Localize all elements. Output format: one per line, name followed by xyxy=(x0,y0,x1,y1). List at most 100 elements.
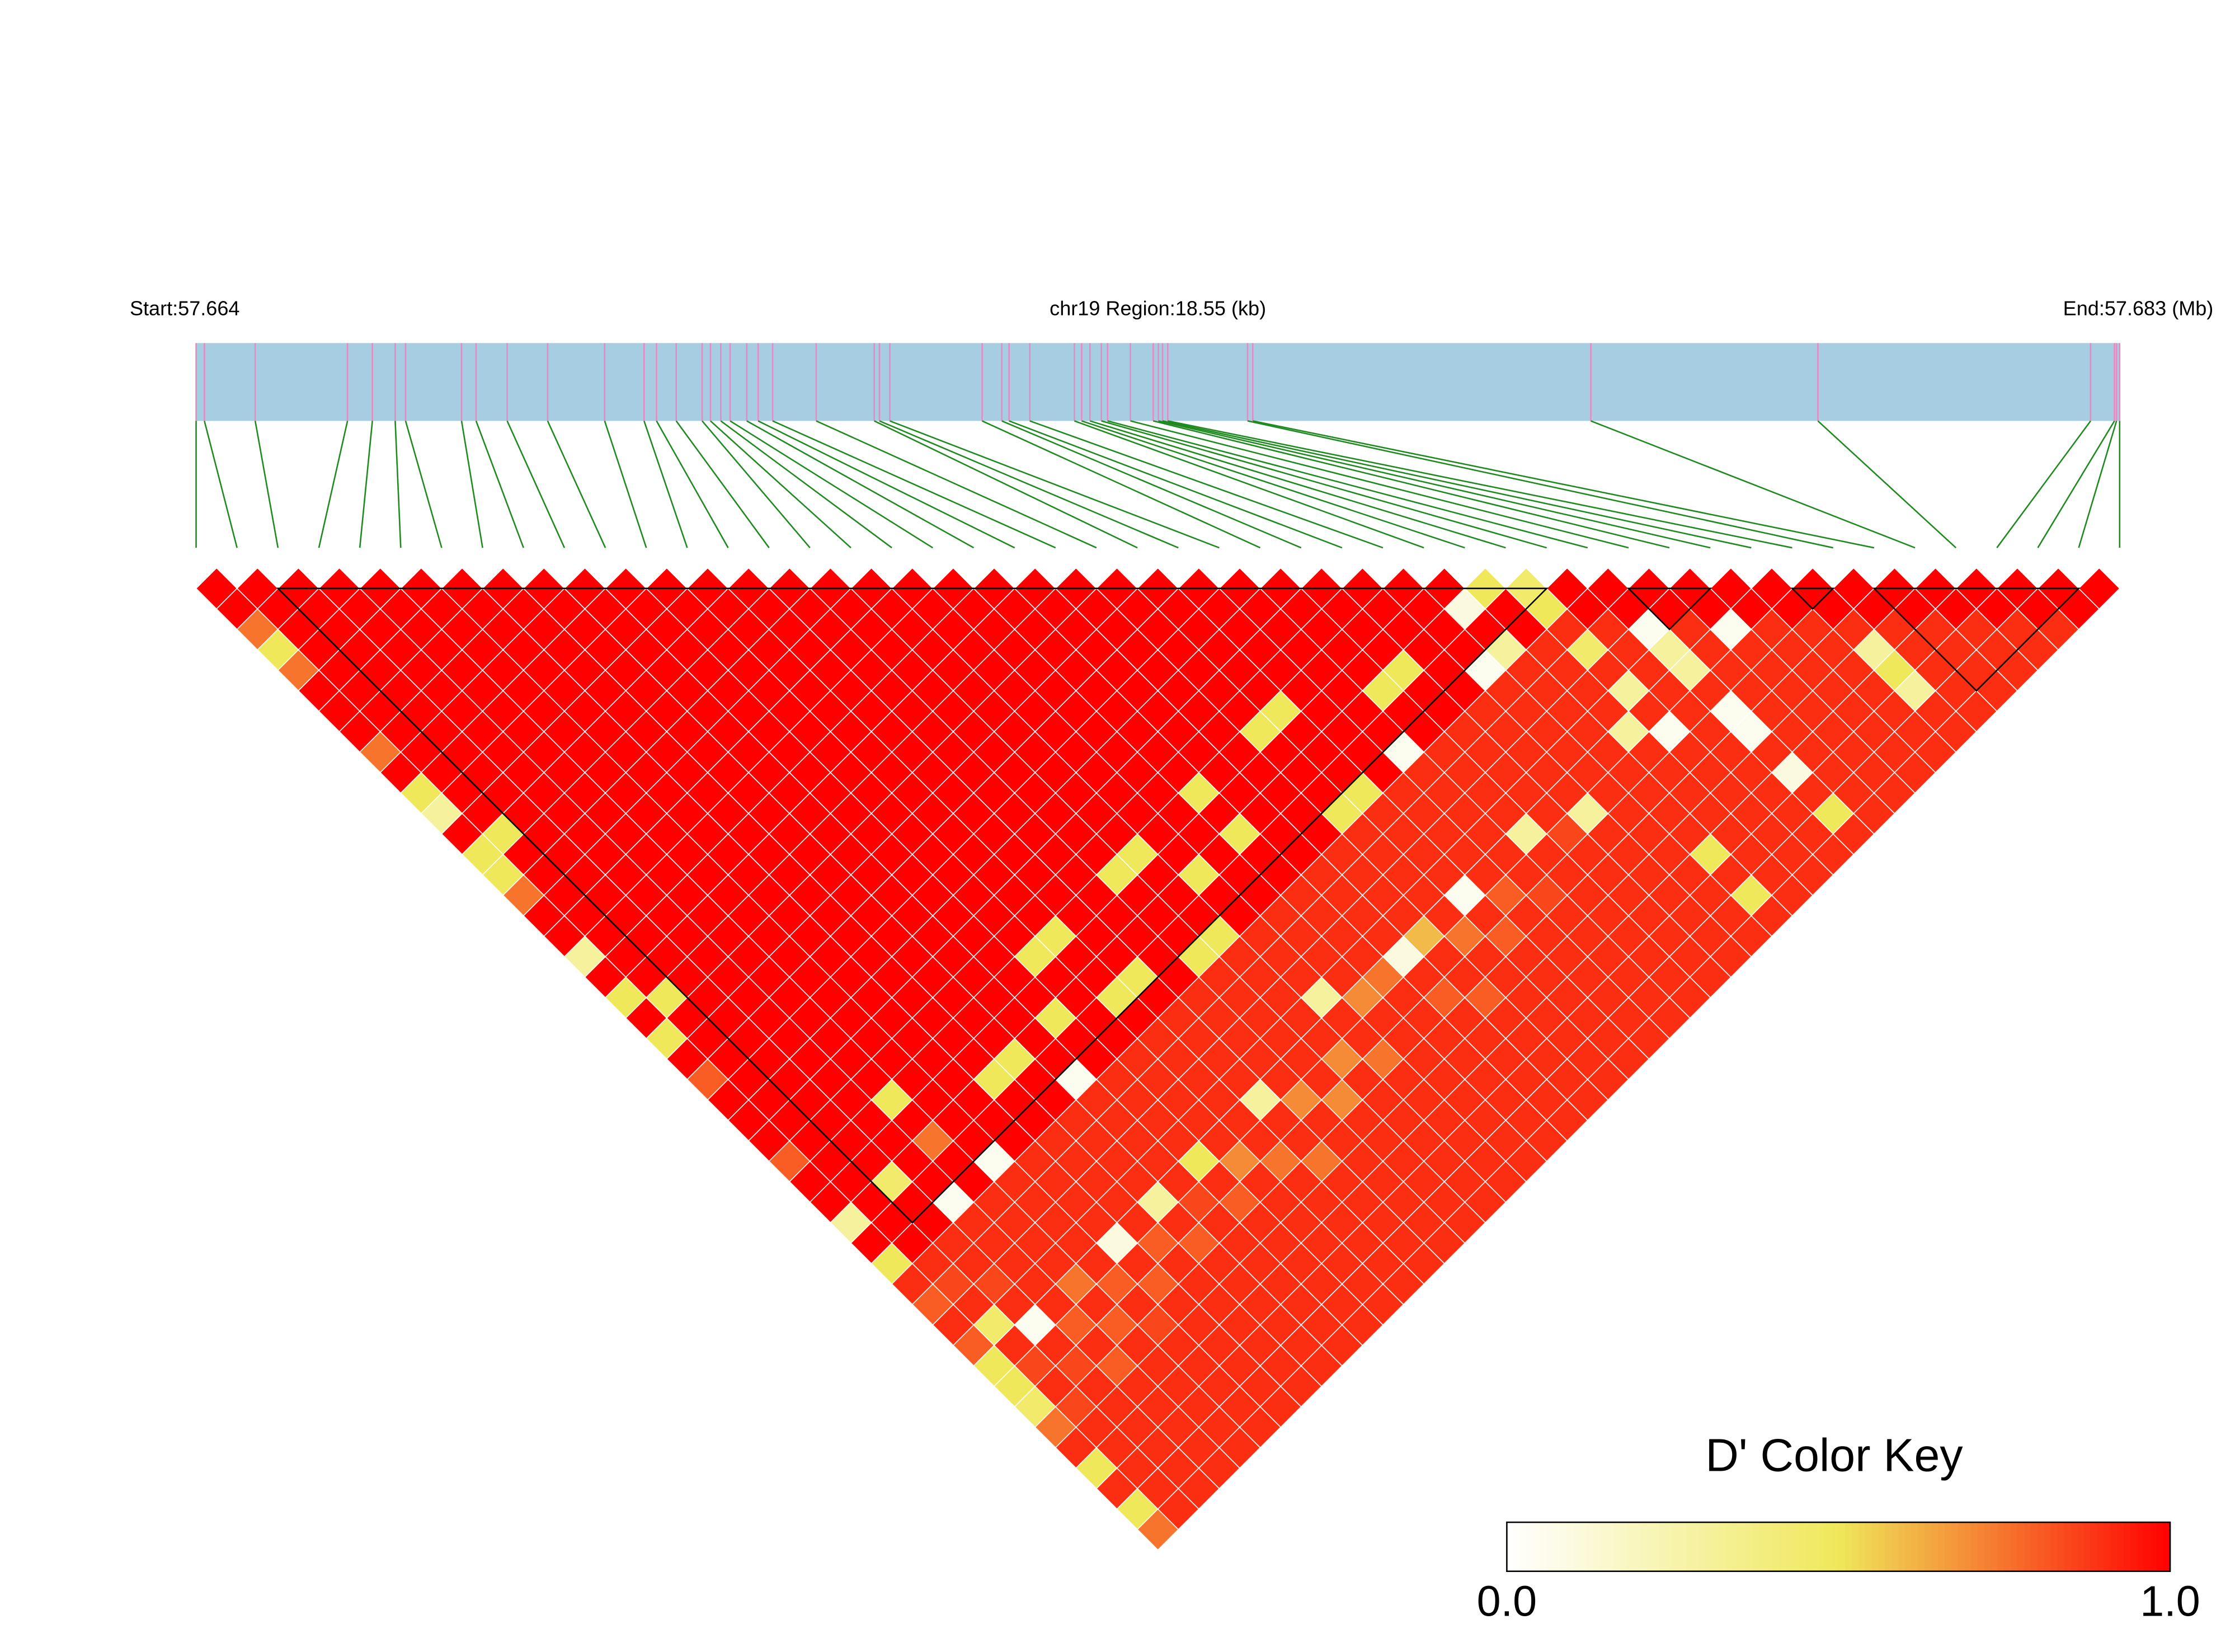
snp-link xyxy=(1996,420,2091,548)
color-key-step xyxy=(2104,1522,2111,1571)
snp-link xyxy=(204,421,238,548)
snp-link xyxy=(547,420,606,548)
color-key-tick-label: 1.0 xyxy=(2140,1577,2200,1625)
color-key-step xyxy=(1818,1522,1826,1571)
color-key-step xyxy=(1613,1522,1620,1571)
color-key-step xyxy=(1811,1522,1819,1571)
snp-link xyxy=(506,420,566,548)
color-key-step xyxy=(1692,1522,1700,1571)
color-key-step xyxy=(1825,1522,1833,1571)
color-key-step xyxy=(1792,1522,1799,1571)
ld-block xyxy=(1626,587,1712,630)
snp-link xyxy=(1101,420,1547,549)
snp-link xyxy=(874,420,1138,549)
color-key-step xyxy=(2031,1522,2038,1571)
color-key-step xyxy=(1507,1522,1514,1571)
color-key-step xyxy=(2130,1522,2138,1571)
color-key-step xyxy=(1706,1522,1713,1571)
snp-link xyxy=(394,421,402,548)
snp-link xyxy=(1158,420,1711,549)
color-key-step xyxy=(2137,1522,2144,1571)
color-key-step xyxy=(1520,1522,1527,1571)
color-key-step xyxy=(1838,1522,1846,1571)
color-key-step xyxy=(2163,1522,2171,1571)
color-key-step xyxy=(1686,1522,1693,1571)
snp-link xyxy=(1162,420,1752,549)
color-key-step xyxy=(1938,1522,1945,1571)
region-label: chr19 Region:18.55 (kb) xyxy=(1050,297,1266,320)
snp-link xyxy=(254,421,279,548)
snp-link xyxy=(1107,420,1588,549)
color-key-step xyxy=(1540,1522,1547,1571)
snp-link xyxy=(1089,420,1506,549)
color-key-step xyxy=(1679,1522,1687,1571)
snp-link xyxy=(359,421,373,548)
color-key-step xyxy=(2117,1522,2124,1571)
color-key-step xyxy=(1898,1522,1905,1571)
snp-link xyxy=(890,420,1220,549)
color-key-step xyxy=(1566,1522,1574,1571)
color-key-step xyxy=(2057,1522,2065,1571)
color-key-frame xyxy=(1506,1521,2171,1572)
color-key-step xyxy=(2110,1522,2118,1571)
color-key-step xyxy=(1851,1522,1859,1571)
snp-link xyxy=(643,421,688,548)
color-key-step xyxy=(1553,1522,1561,1571)
color-key-step xyxy=(1593,1522,1601,1571)
color-key-step xyxy=(2124,1522,2131,1571)
snp-link xyxy=(2037,420,2115,548)
color-key-step xyxy=(1951,1522,1959,1571)
color-key-step xyxy=(1799,1522,1806,1571)
color-key-step xyxy=(1632,1522,1640,1571)
color-key-step xyxy=(1732,1522,1740,1571)
color-key-step xyxy=(1725,1522,1733,1571)
color-key-step xyxy=(2024,1522,2031,1571)
snp-link xyxy=(1130,420,1629,549)
snp-link xyxy=(475,420,524,548)
snp-link xyxy=(1009,420,1343,549)
color-key-step xyxy=(2044,1522,2052,1571)
color-key-step xyxy=(1925,1522,1932,1571)
color-key-step xyxy=(1665,1522,1673,1571)
color-key-step xyxy=(1513,1522,1521,1571)
color-key-step xyxy=(2090,1522,2098,1571)
color-key-step xyxy=(2077,1522,2085,1571)
color-key-step xyxy=(2143,1522,2151,1571)
color-key-step xyxy=(1931,1522,1938,1571)
snp-link xyxy=(604,421,647,548)
snp-link xyxy=(981,420,1261,549)
color-key-step xyxy=(1573,1522,1580,1571)
color-key-step xyxy=(2071,1522,2078,1571)
snp-link xyxy=(1591,420,1916,549)
snp-link xyxy=(1153,420,1670,549)
color-key-step xyxy=(1745,1522,1753,1571)
color-key-step xyxy=(1997,1522,2005,1571)
color-key-step xyxy=(1785,1522,1792,1571)
color-key-step xyxy=(1911,1522,1919,1571)
snp-link xyxy=(730,420,934,549)
snp-link xyxy=(675,420,770,548)
color-key-step xyxy=(1845,1522,1852,1571)
color-key-tick-label: 0.0 xyxy=(1477,1577,1537,1625)
color-key-step xyxy=(1599,1522,1607,1571)
color-key-step xyxy=(1772,1522,1780,1571)
color-key-step xyxy=(1871,1522,1879,1571)
color-key-step xyxy=(1619,1522,1627,1571)
color-key-step xyxy=(1758,1522,1766,1571)
snp-link xyxy=(1074,420,1424,549)
color-key-step xyxy=(1752,1522,1759,1571)
end-label: End:57.683 (Mb) xyxy=(2063,297,2214,320)
ld-cell xyxy=(2078,567,2120,610)
color-key-step xyxy=(1739,1522,1746,1571)
color-key-step xyxy=(1646,1522,1654,1571)
color-key-step xyxy=(2150,1522,2158,1571)
color-key-step xyxy=(1719,1522,1726,1571)
color-key-step xyxy=(1891,1522,1899,1571)
snp-link xyxy=(1029,420,1384,549)
color-key-step xyxy=(1672,1522,1680,1571)
snp-link xyxy=(772,420,1056,549)
color-key-step xyxy=(1546,1522,1554,1571)
color-key-step xyxy=(2017,1522,2025,1571)
color-key-step xyxy=(1971,1522,1978,1571)
